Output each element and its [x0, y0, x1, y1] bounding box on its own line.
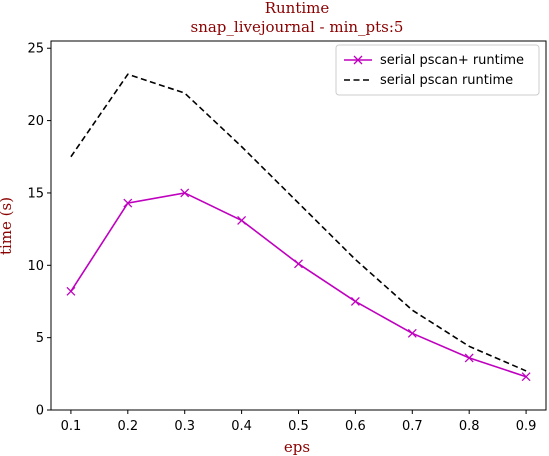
x-tick-label: 0.4 — [231, 419, 252, 434]
series-line-1 — [70, 73, 527, 372]
data-point — [66, 286, 76, 296]
data-point — [294, 259, 303, 269]
legend-label-pscan-plus: serial pscan+ runtime — [380, 53, 524, 68]
marker-stroke — [237, 215, 247, 225]
y-axis-ticks: 0 5 10 15 20 25 — [27, 42, 51, 419]
marker-stroke — [464, 353, 474, 363]
data-point — [237, 215, 247, 225]
y-tick-label: 15 — [27, 186, 44, 201]
marker-stroke — [123, 198, 133, 208]
legend-label-pscan: serial pscan runtime — [380, 73, 513, 88]
x-tick-label: 0.8 — [459, 419, 480, 434]
data-point — [521, 372, 531, 382]
y-axis-label: time (s) — [0, 197, 15, 255]
data-point — [180, 188, 190, 198]
marker-stroke — [66, 286, 76, 296]
y-tick-label: 0 — [36, 404, 44, 419]
y-tick-label: 5 — [36, 331, 44, 346]
y-tick-label: 25 — [27, 42, 44, 57]
chart-subtitle: snap_livejournal - min_pts:5 — [191, 18, 404, 36]
data-point — [123, 198, 133, 208]
marker-stroke — [353, 55, 363, 65]
data-point — [464, 353, 474, 363]
y-tick-label: 20 — [27, 114, 44, 129]
marker-stroke — [407, 328, 417, 338]
y-tick-label: 10 — [27, 259, 44, 274]
legend-box — [335, 44, 540, 96]
marker-stroke — [350, 297, 360, 306]
x-tick-label: 0.2 — [117, 419, 138, 434]
data-point — [350, 297, 360, 306]
legend: serial pscan+ runtime serial pscan runti… — [335, 44, 540, 96]
plot-area: 0.1 0.2 0.3 0.4 0.5 0.6 0.7 0.8 0.9 0 5 10 15 20 25 — [27, 40, 547, 434]
legend-marker-pscan-plus — [353, 55, 363, 65]
legend-x-marker — [353, 55, 363, 65]
marker-stroke — [180, 188, 190, 198]
series-layer — [66, 73, 531, 382]
data-point — [407, 328, 417, 338]
x-tick-label: 0.5 — [288, 419, 309, 434]
x-tick-label: 0.1 — [61, 419, 82, 434]
x-tick-label: 0.9 — [516, 419, 537, 434]
x-axis-label: eps — [284, 438, 310, 456]
marker-stroke — [294, 259, 303, 269]
x-tick-label: 0.7 — [402, 419, 423, 434]
marker-stroke — [521, 372, 531, 382]
series-line-0 — [70, 192, 527, 378]
x-tick-label: 0.3 — [174, 419, 195, 434]
chart-title: Runtime — [265, 0, 330, 17]
x-tick-label: 0.6 — [345, 419, 366, 434]
x-axis-ticks: 0.1 0.2 0.3 0.4 0.5 0.6 0.7 0.8 0.9 — [61, 410, 537, 434]
